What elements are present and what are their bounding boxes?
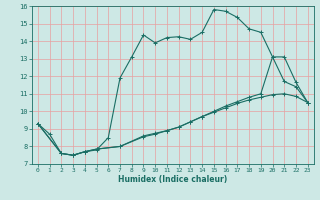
X-axis label: Humidex (Indice chaleur): Humidex (Indice chaleur) xyxy=(118,175,228,184)
